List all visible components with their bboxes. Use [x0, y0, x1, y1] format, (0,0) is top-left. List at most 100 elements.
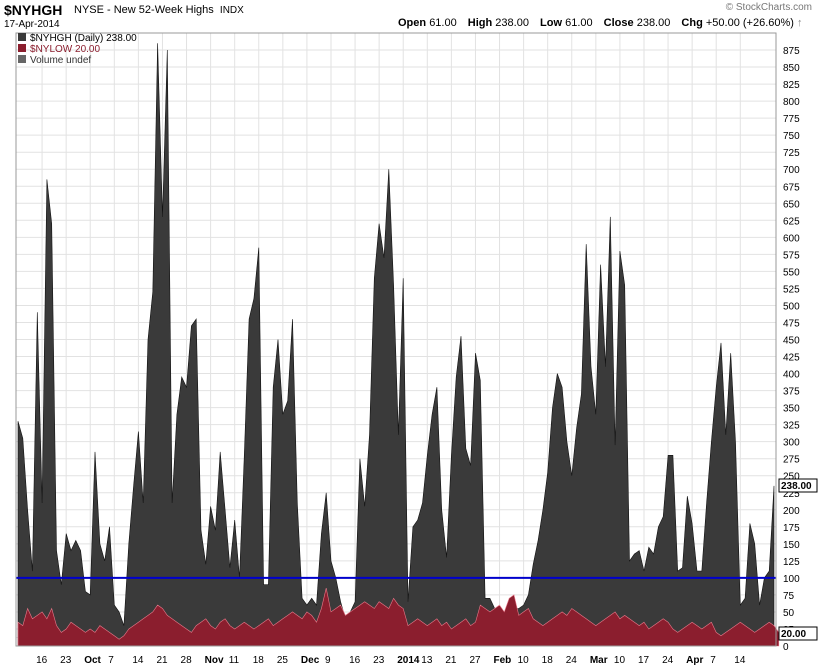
x-tick-label: 24: [566, 655, 578, 666]
y-tick-label: 725: [783, 148, 800, 159]
open-label: Open: [398, 17, 427, 29]
y-tick-label: 650: [783, 199, 800, 210]
x-tick-label: 23: [60, 655, 72, 666]
badge-high-bg: [778, 478, 818, 493]
x-tick-label: Nov: [205, 655, 224, 666]
legend-nyhgh: $NYHGH (Daily) 238.00: [30, 33, 137, 44]
x-tick-label: 7: [710, 655, 716, 666]
y-tick-label: 450: [783, 336, 800, 347]
x-tick-label: 16: [349, 655, 361, 666]
x-tick-label: 17: [638, 655, 650, 666]
open-value: 61.00: [429, 17, 457, 29]
y-tick-label: 850: [783, 63, 800, 74]
x-tick-label: 10: [518, 655, 530, 666]
y-tick-label: 75: [783, 591, 795, 602]
brand-label: © StockCharts.com: [725, 2, 812, 13]
y-tick-label: 225: [783, 489, 800, 500]
badge-high: 238.00: [781, 481, 812, 492]
nylow-area: [17, 588, 780, 647]
y-tick-label: 250: [783, 472, 800, 483]
chg-label: Chg: [681, 17, 703, 29]
y-tick-label: 675: [783, 182, 800, 193]
x-tick-label: 10: [614, 655, 626, 666]
symbol-label: $NYHGH: [4, 2, 63, 18]
legend-swatch-volume: [18, 55, 26, 63]
close-value: 238.00: [636, 17, 671, 29]
low-value: 61.00: [565, 17, 593, 29]
y-tick-label: 200: [783, 506, 800, 517]
y-tick-label: 175: [783, 523, 800, 534]
y-tick-label: 875: [783, 46, 800, 57]
x-tick-label: 13: [421, 655, 433, 666]
y-tick-label: 400: [783, 370, 800, 381]
y-tick-label: 325: [783, 421, 800, 432]
x-tick-label: 7: [108, 655, 114, 666]
y-tick-label: 275: [783, 455, 800, 466]
x-tick-label: 14: [734, 655, 746, 666]
nyhgh-area: [17, 43, 775, 647]
x-tick-label: 11: [229, 655, 240, 666]
x-tick-label: 18: [542, 655, 554, 666]
x-tick-label: Feb: [494, 655, 512, 666]
legend-volume: Volume undef: [30, 55, 91, 66]
chart-header: $NYHGH NYSE - New 52-Week Highs INDX 17-…: [0, 0, 820, 34]
y-tick-label: 625: [783, 216, 800, 227]
legend-swatch-nylow: [18, 44, 26, 52]
x-tick-label: 27: [469, 655, 481, 666]
high-label: High: [467, 17, 493, 29]
y-tick-label: 125: [783, 557, 800, 568]
y-tick-label: 550: [783, 267, 800, 278]
close-label: Close: [603, 17, 634, 29]
y-tick-label: 575: [783, 250, 800, 261]
x-tick-label: 9: [325, 655, 331, 666]
y-tick-label: 475: [783, 318, 800, 329]
legend-nylow: $NYLOW 20.00: [30, 44, 100, 55]
x-tick-label: 25: [277, 655, 289, 666]
y-tick-label: 775: [783, 114, 800, 125]
x-tick-label: 16: [36, 655, 48, 666]
x-tick-label: Oct: [84, 655, 101, 666]
symbol-description: NYSE - New 52-Week Highs INDX: [74, 4, 244, 16]
legend: $NYHGH (Daily) 238.00 $NYLOW 20.00 Volum…: [18, 33, 137, 66]
x-tick-label: Dec: [301, 655, 320, 666]
x-tick-label: 2014: [397, 655, 420, 666]
ohlc-readout: Open 61.00 High 238.00 Low 61.00 Close 2…: [398, 17, 803, 29]
y-axis-ticks: 0255075100125150175200225250275300325350…: [783, 46, 800, 653]
y-tick-label: 50: [783, 608, 795, 619]
legend-swatch-nyhgh: [18, 33, 26, 41]
y-tick-label: 300: [783, 438, 800, 449]
y-tick-label: 375: [783, 387, 800, 398]
badge-low-bg: [778, 626, 818, 641]
y-tick-label: 700: [783, 165, 800, 176]
plot-frame: [15, 32, 777, 647]
x-tick-label: 14: [132, 655, 144, 666]
y-tick-label: 100: [783, 574, 800, 585]
y-tick-label: 600: [783, 233, 800, 244]
x-tick-label: Apr: [686, 655, 703, 666]
y-tick-label: 525: [783, 284, 800, 295]
y-tick-label: 425: [783, 353, 800, 364]
y-tick-label: 825: [783, 80, 800, 91]
y-tick-label: 150: [783, 540, 800, 551]
x-tick-label: 24: [662, 655, 674, 666]
y-tick-label: 500: [783, 301, 800, 312]
last-value-badges: 238.00 20.00: [778, 478, 818, 641]
x-axis-ticks: 16 23 Oct 7 14 21 28 Nov 11 18 25 Dec 9 16 23 2014 13 21 2…: [36, 655, 746, 666]
badge-low: 20.00: [781, 629, 806, 640]
y-tick-label: 0: [783, 642, 789, 653]
y-tick-label: 750: [783, 131, 800, 142]
x-tick-label: 28: [181, 655, 193, 666]
description-text: NYSE - New 52-Week Highs: [74, 4, 214, 16]
x-tick-label: 21: [445, 655, 457, 666]
x-tick-label: 18: [253, 655, 265, 666]
x-tick-label: 23: [373, 655, 385, 666]
x-tick-label: Mar: [590, 655, 608, 666]
x-tick-label: 21: [156, 655, 168, 666]
date-label: 17-Apr-2014: [4, 19, 60, 30]
high-value: 238.00: [495, 17, 529, 29]
exchange-text: INDX: [219, 5, 244, 16]
y-tick-label: 800: [783, 97, 800, 108]
y-tick-label: 350: [783, 404, 800, 415]
up-arrow-icon: ↑: [797, 17, 803, 29]
